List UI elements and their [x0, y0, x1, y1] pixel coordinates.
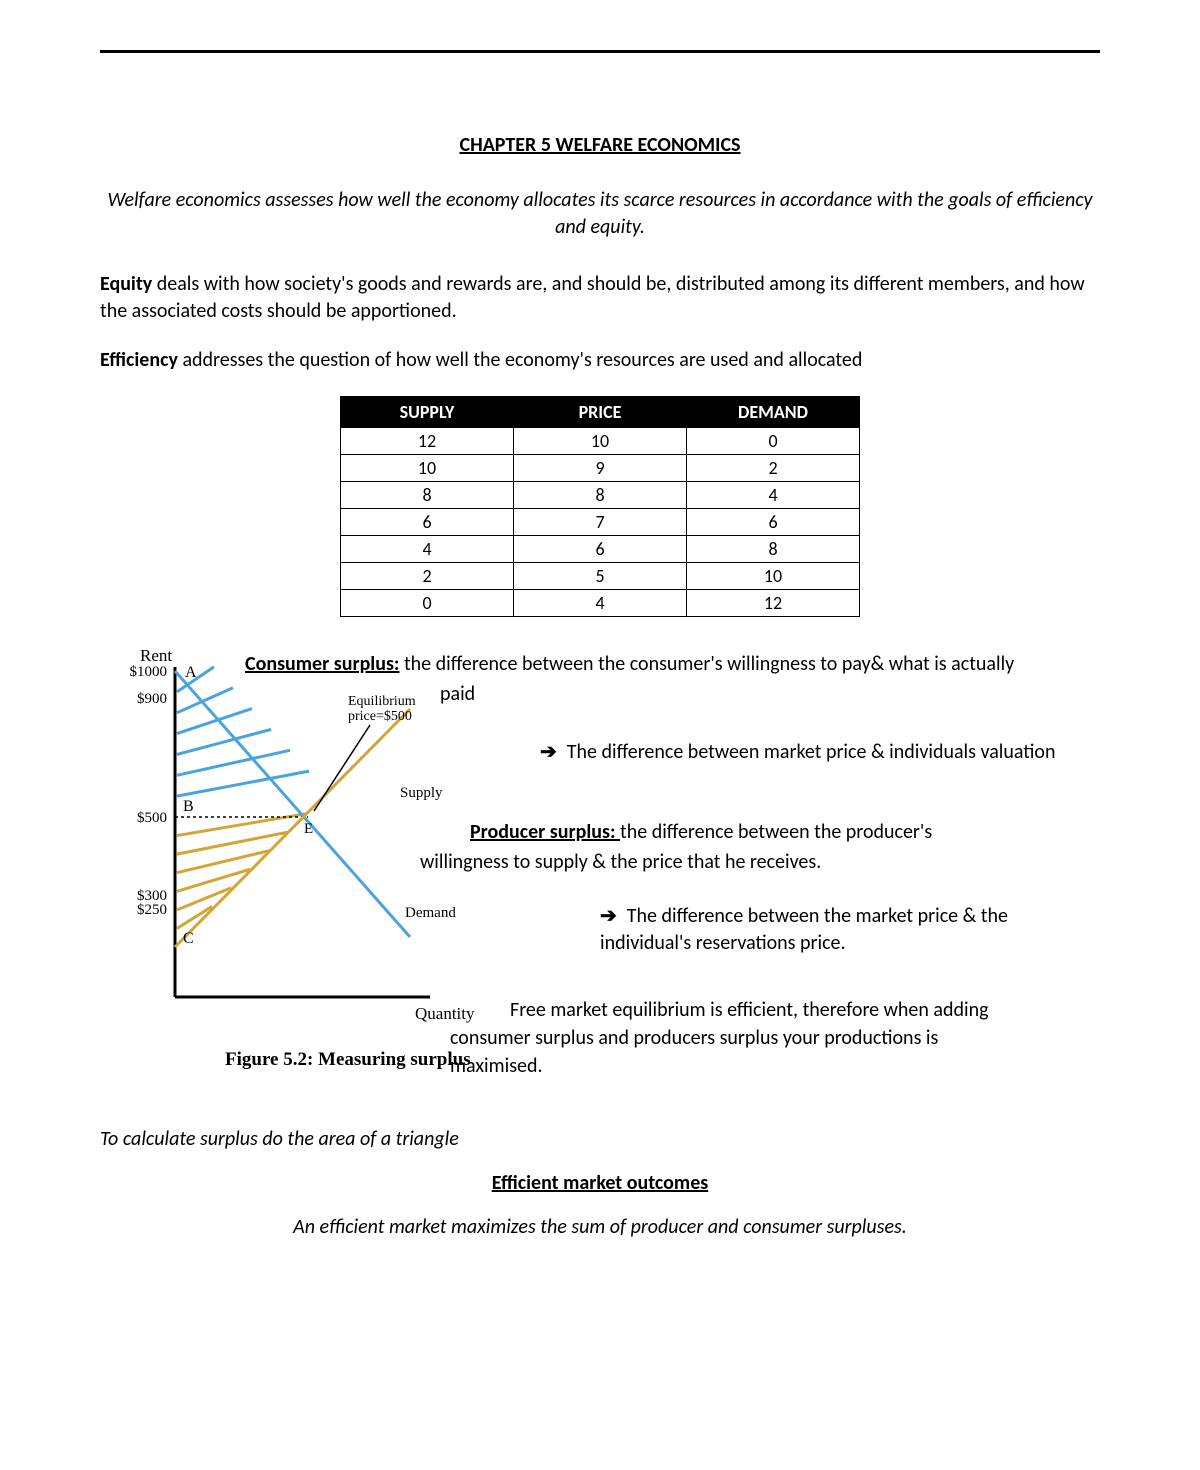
consumer-surplus-def: the difference between the consumer's wi… — [399, 652, 1014, 676]
table-header: DEMAND — [687, 397, 860, 428]
efficient-market-heading: Efficient market outcomes — [100, 1171, 1100, 1195]
table-cell: 2 — [687, 455, 860, 482]
table-row: 468 — [341, 536, 860, 563]
svg-text:$250: $250 — [137, 902, 167, 918]
table-cell: 0 — [341, 590, 514, 617]
document-page: CHAPTER 5 WELFARE ECONOMICS Welfare econ… — [0, 0, 1200, 1459]
efficient-market-sub: An efficient market maximizes the sum of… — [100, 1215, 1100, 1239]
producer-surplus-line2: willingness to supply & the price that h… — [420, 849, 1100, 876]
figure-caption: Figure 5.2: Measuring surplus — [225, 1049, 471, 1071]
arrow-point-2: ➔The difference between the market price… — [600, 903, 1080, 957]
table-row: 2510 — [341, 563, 860, 590]
table-header: SUPPLY — [341, 397, 514, 428]
svg-text:$900: $900 — [137, 691, 167, 707]
efficiency-text: addresses the question of how well the e… — [178, 348, 862, 372]
table-cell: 10 — [341, 455, 514, 482]
consumer-surplus-paid: paid — [440, 681, 475, 708]
table-cell: 10 — [687, 563, 860, 590]
table-row: 1092 — [341, 455, 860, 482]
svg-text:Equilibrium: Equilibrium — [348, 694, 416, 709]
table-cell: 4 — [687, 482, 860, 509]
table-cell: 12 — [687, 590, 860, 617]
table-cell: 8 — [687, 536, 860, 563]
table-cell: 6 — [514, 536, 687, 563]
table-cell: 2 — [341, 563, 514, 590]
free-market-line1: Free market equilibrium is efficient, th… — [510, 997, 1090, 1024]
svg-text:Rent: Rent — [140, 647, 172, 665]
definitions-block: Equity deals with how society's goods an… — [100, 271, 1100, 374]
definition-equity: Equity deals with how society's goods an… — [100, 271, 1100, 325]
equity-label: Equity — [100, 272, 152, 296]
svg-text:A: A — [185, 664, 197, 681]
svg-text:E: E — [304, 821, 313, 837]
table-row: 12100 — [341, 428, 860, 455]
intro-paragraph: Welfare economics assesses how well the … — [100, 187, 1100, 241]
svg-text:C: C — [183, 930, 194, 947]
efficiency-label: Efficiency — [100, 348, 178, 372]
table-cell: 7 — [514, 509, 687, 536]
definition-efficiency: Efficiency addresses the question of how… — [100, 347, 1100, 374]
table-header: PRICE — [514, 397, 687, 428]
equity-text: deals with how society's goods and rewar… — [100, 272, 1085, 323]
horizontal-rule — [100, 50, 1100, 53]
table-cell: 8 — [514, 482, 687, 509]
table-row: 0412 — [341, 590, 860, 617]
table-row: 884 — [341, 482, 860, 509]
svg-text:Supply: Supply — [400, 785, 443, 801]
svg-text:price=$500: price=$500 — [348, 709, 412, 724]
free-market-line2: consumer surplus and producers surplus y… — [450, 1025, 1100, 1052]
arrow1-text: The difference between market price & in… — [567, 740, 1056, 764]
arrow2-text: The difference between the market price … — [600, 904, 1008, 955]
svg-text:$500: $500 — [137, 810, 167, 826]
arrow-icon: ➔ — [540, 739, 557, 766]
svg-text:B: B — [183, 798, 194, 815]
table-cell: 8 — [341, 482, 514, 509]
consumer-surplus-line: Consumer surplus: the difference between… — [245, 651, 1100, 678]
table-cell: 6 — [341, 509, 514, 536]
table-row: 676 — [341, 509, 860, 536]
calculate-surplus-note: To calculate surplus do the area of a tr… — [100, 1127, 1100, 1151]
supply-price-demand-table: SUPPLYPRICEDEMAND12100109288467646825100… — [340, 396, 860, 617]
free-market-line3: maximised. — [450, 1053, 1100, 1080]
table-cell: 4 — [341, 536, 514, 563]
table-cell: 9 — [514, 455, 687, 482]
table-cell: 0 — [687, 428, 860, 455]
table-cell: 10 — [514, 428, 687, 455]
arrow-point-1: ➔ The difference between market price & i… — [540, 739, 1100, 766]
svg-text:$1000: $1000 — [130, 664, 168, 680]
table-cell: 4 — [514, 590, 687, 617]
producer-surplus-label: Producer surplus: — [470, 820, 620, 844]
table-cell: 6 — [687, 509, 860, 536]
figure-and-text-block: $1000$900$500$300$250RentABCEEquilibrium… — [100, 647, 1100, 1127]
table-cell: 12 — [341, 428, 514, 455]
surplus-chart-svg: $1000$900$500$300$250RentABCEEquilibrium… — [80, 647, 480, 1047]
chapter-title: CHAPTER 5 WELFARE ECONOMICS — [100, 133, 1100, 157]
producer-surplus-line: Producer surplus: the difference between… — [470, 819, 1080, 846]
arrow-icon: ➔ — [600, 903, 617, 930]
table-cell: 5 — [514, 563, 687, 590]
svg-text:Demand: Demand — [405, 905, 456, 921]
producer-surplus-def: the difference between the producer's — [620, 820, 932, 844]
consumer-surplus-label: Consumer surplus: — [245, 652, 399, 676]
svg-text:Quantity: Quantity — [415, 1004, 475, 1023]
